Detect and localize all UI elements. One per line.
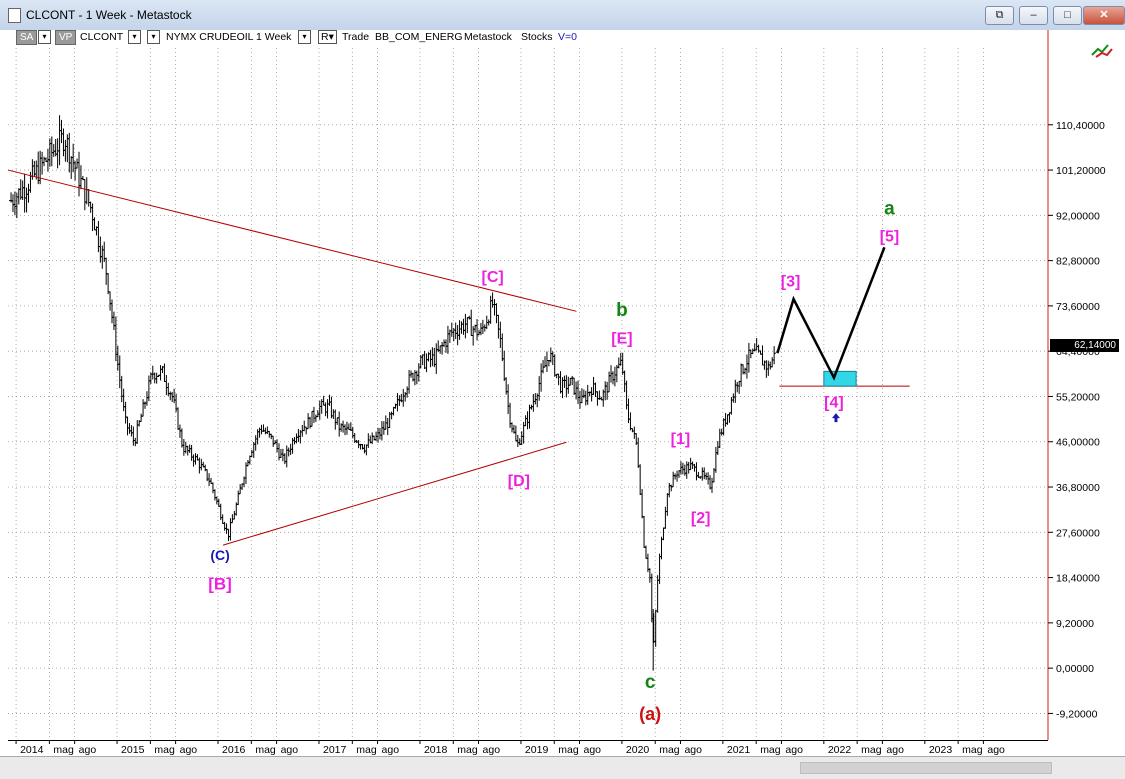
title-bar: CLCONT - 1 Week - Metastock ⧉ – □ ✕ (0, 0, 1125, 31)
wave-labels: (C) [B] [C] [D] b [E] c (a) [1] [2] [3] [4] a [5] (208, 198, 899, 723)
x-tick-label: ago (281, 744, 299, 756)
wave-label: [1] (671, 431, 691, 448)
x-tick-label: ago (180, 744, 198, 756)
price-axis (1048, 30, 1125, 740)
trendline (222, 441, 567, 546)
chart-toolbar: SA ▾ VP CLCONT ▾ ▾ NYMX CRUDEOIL 1 Week … (0, 30, 1125, 46)
wave-label: c (645, 672, 656, 693)
y-tick-label: 18,40000 (1056, 573, 1100, 585)
x-tick-label: mag (962, 744, 983, 756)
y-tick-label: 110,40000 (1056, 120, 1105, 132)
x-tick-label: ago (583, 744, 601, 756)
x-tick-label: 2019 (525, 744, 549, 756)
x-tick-label: ago (684, 744, 702, 756)
time-tick-labels: 2014 mag ago 2015 mag ago 2016 mag ago 2017 mag ago… (15, 740, 1005, 756)
y-tick-label: 55,20000 (1056, 391, 1100, 403)
wave-label: a (884, 198, 895, 219)
x-tick-label: 2015 (121, 744, 145, 756)
restore-layout-button[interactable]: ⧉ (985, 6, 1014, 25)
maximize-button[interactable]: □ (1053, 6, 1082, 25)
price-bars (9, 115, 777, 671)
wave-label: [E] (611, 330, 632, 347)
x-tick-label: ago (987, 744, 1005, 756)
y-tick-label: 92,00000 (1056, 210, 1100, 222)
horizontal-scroll-thumb[interactable] (800, 762, 1052, 774)
x-tick-label: 2020 (626, 744, 650, 756)
buy-arrow-icon (831, 413, 840, 423)
window-title: CLCONT - 1 Week - Metastock (26, 8, 192, 22)
wave-label: [4] (824, 394, 844, 411)
x-tick-label: 2016 (222, 744, 246, 756)
x-tick-label: ago (79, 744, 97, 756)
y-tick-label: 82,80000 (1056, 256, 1100, 268)
chart-document-icon (8, 8, 21, 23)
x-tick-label: mag (53, 744, 74, 756)
trade-label[interactable]: Trade (342, 31, 370, 43)
y-tick-label: -9,20000 (1056, 708, 1098, 720)
x-tick-label: mag (760, 744, 781, 756)
template-label: BB_COM_ENERG (375, 31, 463, 43)
x-tick-label: mag (154, 744, 175, 756)
price-tick-labels: 110,40000 101,20000 92,00000 82,80000 73,600… (1048, 120, 1106, 720)
y-tick-label: 27,60000 (1056, 527, 1100, 539)
vp-button[interactable]: VP (55, 30, 77, 45)
x-tick-label: mag (861, 744, 882, 756)
x-tick-label: mag (356, 744, 377, 756)
chart-grid (8, 30, 1049, 740)
x-tick-label: 2018 (424, 744, 448, 756)
y-tick-label: 0,00000 (1056, 663, 1094, 675)
target-zone-box (823, 370, 857, 387)
y-tick-label: 36,80000 (1056, 482, 1100, 494)
price-chart[interactable]: (C) [B] [C] [D] b [E] c (a) [1] [2] [3] [4] a [5] 110… (0, 0, 1125, 760)
wave-label: [C] (482, 269, 504, 286)
y-tick-label: 46,00000 (1056, 437, 1100, 449)
instrument-label: NYMX CRUDEOIL (166, 31, 254, 43)
symbol-label[interactable]: CLCONT (80, 31, 124, 43)
x-tick-label: ago (785, 744, 803, 756)
r-button[interactable]: R▾ (318, 30, 337, 44)
wave-label: (C) (210, 547, 229, 563)
wave-label: (a) (639, 704, 661, 724)
y-tick-label: 9,20000 (1056, 618, 1094, 630)
time-axis (8, 740, 1048, 757)
minimize-button[interactable]: – (1019, 6, 1048, 25)
wave-overlays (7, 169, 910, 546)
wave-label: b (616, 300, 628, 321)
period-label[interactable]: 1 Week (256, 31, 292, 43)
trade-chart-icon[interactable] (1090, 41, 1114, 59)
x-tick-label: 2022 (828, 744, 852, 756)
x-tick-label: 2014 (20, 744, 44, 756)
last-price-tag: 62,14000 (1050, 339, 1119, 352)
wave-label: [3] (781, 274, 801, 291)
wave-label: [D] (508, 473, 530, 490)
wave-label: [2] (691, 510, 711, 527)
sa-button[interactable]: SA (16, 30, 38, 45)
x-tick-label: 2017 (323, 744, 347, 756)
x-tick-label: mag (558, 744, 579, 756)
plot-area[interactable] (8, 48, 1048, 740)
x-tick-label: 2023 (929, 744, 953, 756)
category-label: Stocks (521, 31, 553, 43)
volume-label: V=0 (558, 31, 577, 43)
y-tick-label: 101,20000 (1056, 165, 1106, 177)
x-tick-label: mag (457, 744, 478, 756)
x-tick-label: ago (483, 744, 501, 756)
x-tick-label: 2021 (727, 744, 751, 756)
x-tick-label: mag (659, 744, 680, 756)
x-tick-label: ago (886, 744, 904, 756)
sa-dropdown[interactable]: ▾ (38, 30, 51, 44)
x-tick-label: mag (255, 744, 276, 756)
period-dropdown[interactable]: ▾ (298, 30, 311, 44)
instrument-dropdown[interactable]: ▾ (147, 30, 160, 44)
wave-label: [B] (208, 574, 232, 593)
source-label: Metastock (464, 31, 512, 43)
x-tick-label: ago (382, 744, 400, 756)
symbol-dropdown[interactable]: ▾ (128, 30, 141, 44)
y-tick-label: 73,60000 (1056, 301, 1100, 313)
trendline (7, 169, 577, 312)
wave-projection-line (776, 246, 886, 381)
wave-label: [5] (880, 228, 900, 245)
